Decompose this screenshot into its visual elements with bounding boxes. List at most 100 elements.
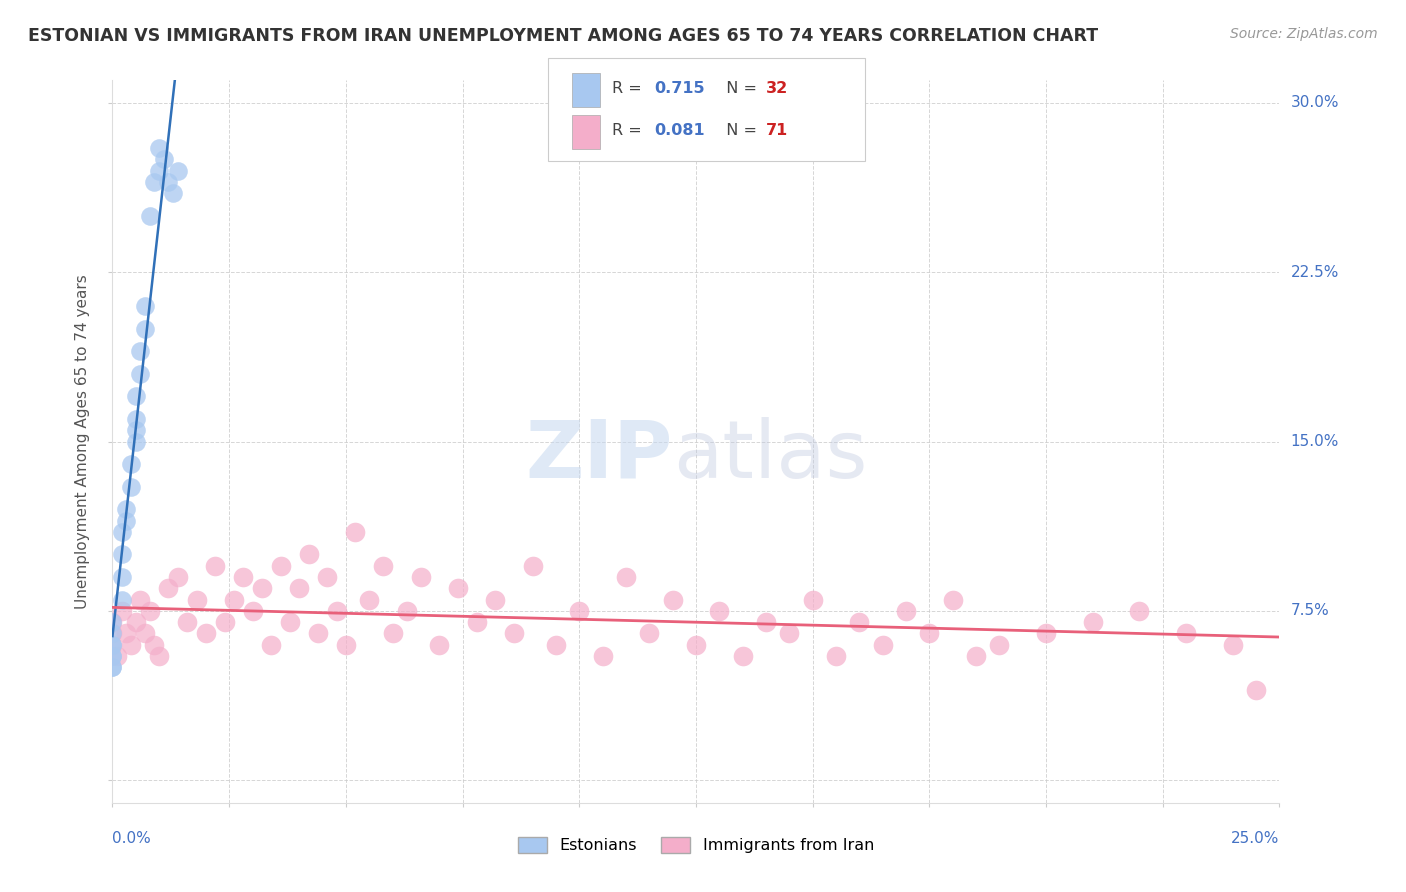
Point	[250, 582, 273, 596]
Point	[129, 367, 152, 381]
Point	[101, 648, 124, 663]
Point	[105, 648, 128, 663]
Point	[894, 604, 917, 618]
Point	[755, 615, 778, 630]
Text: N =: N =	[716, 81, 762, 96]
Point	[157, 582, 180, 596]
Point	[373, 558, 395, 573]
Point	[157, 175, 180, 189]
Point	[101, 660, 124, 674]
Point	[465, 615, 488, 630]
Point	[325, 604, 347, 618]
Point	[1175, 626, 1198, 640]
Point	[544, 638, 567, 652]
Text: 32: 32	[766, 81, 789, 96]
Point	[447, 582, 470, 596]
Point	[709, 604, 731, 618]
Point	[148, 163, 170, 178]
Point	[288, 582, 311, 596]
Point	[125, 615, 148, 630]
Point	[260, 638, 283, 652]
Point	[1222, 638, 1244, 652]
Point	[125, 389, 148, 403]
Point	[395, 604, 418, 618]
Point	[153, 153, 176, 167]
Point	[176, 615, 198, 630]
Point	[1244, 682, 1267, 697]
Point	[115, 514, 138, 528]
Point	[381, 626, 404, 640]
Point	[162, 186, 184, 201]
Point	[222, 592, 245, 607]
Point	[359, 592, 381, 607]
Point	[848, 615, 870, 630]
Text: 30.0%: 30.0%	[1291, 95, 1339, 111]
Text: 7.5%: 7.5%	[1291, 603, 1329, 618]
Point	[278, 615, 301, 630]
Point	[685, 638, 707, 652]
Text: 22.5%: 22.5%	[1291, 265, 1339, 280]
Point	[427, 638, 450, 652]
Point	[101, 615, 124, 630]
Point	[111, 548, 134, 562]
Point	[143, 638, 166, 652]
Text: 15.0%: 15.0%	[1291, 434, 1339, 449]
Text: R =: R =	[612, 123, 647, 138]
Point	[344, 524, 367, 539]
Point	[409, 570, 432, 584]
Point	[204, 558, 226, 573]
Point	[134, 626, 156, 640]
Point	[115, 626, 138, 640]
Point	[101, 648, 124, 663]
Point	[918, 626, 941, 640]
Text: atlas: atlas	[672, 417, 868, 495]
Point	[166, 163, 188, 178]
Point	[101, 638, 124, 652]
Point	[101, 615, 124, 630]
Point	[101, 660, 124, 674]
Point	[111, 604, 134, 618]
Text: 0.0%: 0.0%	[112, 830, 152, 846]
Point	[120, 480, 142, 494]
Point	[115, 502, 138, 516]
Point	[1081, 615, 1104, 630]
Text: 71: 71	[766, 123, 789, 138]
Point	[139, 604, 162, 618]
Point	[194, 626, 217, 640]
Point	[942, 592, 965, 607]
Point	[214, 615, 236, 630]
Text: Source: ZipAtlas.com: Source: ZipAtlas.com	[1230, 27, 1378, 41]
Point	[988, 638, 1011, 652]
Point	[484, 592, 506, 607]
Point	[614, 570, 637, 584]
Point	[825, 648, 848, 663]
Point	[101, 626, 124, 640]
Point	[638, 626, 661, 640]
Text: 0.081: 0.081	[654, 123, 704, 138]
Point	[872, 638, 894, 652]
Point	[101, 638, 124, 652]
Point	[232, 570, 254, 584]
Point	[143, 175, 166, 189]
Point	[166, 570, 188, 584]
Point	[148, 648, 170, 663]
Point	[129, 344, 152, 359]
Point	[801, 592, 824, 607]
Point	[101, 626, 124, 640]
Point	[139, 209, 162, 223]
Point	[120, 638, 142, 652]
Point	[134, 321, 156, 335]
Text: 25.0%: 25.0%	[1232, 830, 1279, 846]
Y-axis label: Unemployment Among Ages 65 to 74 years: Unemployment Among Ages 65 to 74 years	[75, 274, 90, 609]
Point	[316, 570, 339, 584]
Point	[148, 141, 170, 155]
Point	[270, 558, 292, 573]
Point	[1035, 626, 1057, 640]
Point	[731, 648, 754, 663]
Point	[965, 648, 987, 663]
Point	[522, 558, 544, 573]
Point	[134, 299, 156, 313]
Point	[111, 524, 134, 539]
Point	[297, 548, 319, 562]
Point	[129, 592, 152, 607]
